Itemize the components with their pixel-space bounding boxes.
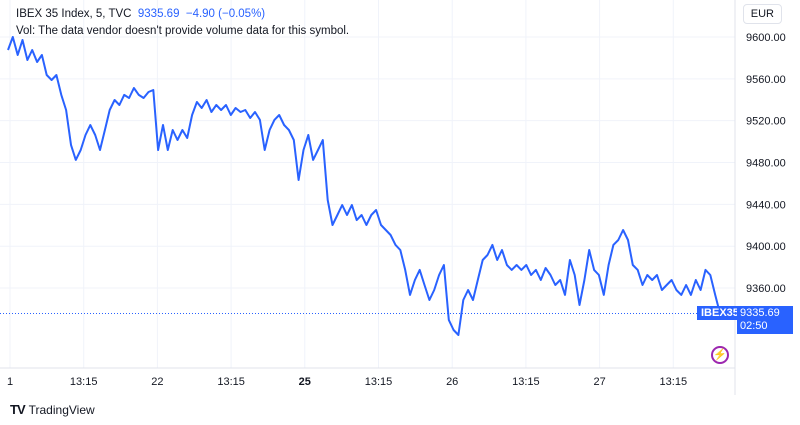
legend: IBEX 35 Index, 5, TVC 9335.69 −4.90 (−0.… xyxy=(16,6,349,40)
x-tick-label: 13:15 xyxy=(660,376,688,388)
y-tick-label: 9360.00 xyxy=(746,283,786,295)
price-tag-value: 9335.69 xyxy=(740,307,780,319)
last-price: 9335.69 xyxy=(137,8,180,20)
x-tick-label: 26 xyxy=(446,376,458,388)
x-tick-label: 13:15 xyxy=(512,376,540,388)
x-tick-label: 1 xyxy=(7,376,13,388)
x-tick-label: 27 xyxy=(593,376,605,388)
grid xyxy=(0,0,735,368)
y-tick-label: 9480.00 xyxy=(746,158,786,170)
symbol-price-tag: IBEX35 xyxy=(697,306,743,320)
y-tick-label: 9440.00 xyxy=(746,199,786,211)
x-tick-label: 22 xyxy=(151,376,163,388)
y-tick-label: 9560.00 xyxy=(746,74,786,86)
tradingview-logo[interactable]: TV TradingView xyxy=(10,402,95,417)
y-tick-label: 9400.00 xyxy=(746,241,786,253)
currency-button[interactable]: EUR xyxy=(742,4,782,24)
symbol-title[interactable]: IBEX 35 Index, 5, TVC xyxy=(16,8,132,20)
price-series-line xyxy=(7,36,721,336)
x-tick-label: 13:15 xyxy=(217,376,245,388)
volume-note: Vol: The data vendor doesn't provide vol… xyxy=(16,25,350,37)
x-tick-label: 13:15 xyxy=(365,376,393,388)
y-tick-label: 9600.00 xyxy=(746,32,786,44)
tv-logo-icon: TV xyxy=(10,402,26,417)
price-scale-tag: 9335.69 02:50 xyxy=(737,306,793,334)
price-change: −4.90 (−0.05%) xyxy=(185,8,266,20)
x-tick-label: 13:15 xyxy=(70,376,98,388)
y-tick-label: 9520.00 xyxy=(746,116,786,128)
bar-countdown: 02:50 xyxy=(740,320,768,332)
x-tick-label: 25 xyxy=(299,376,311,388)
brand-name: TradingView xyxy=(28,402,95,417)
lightning-alert-icon[interactable]: ⚡ xyxy=(711,346,729,364)
